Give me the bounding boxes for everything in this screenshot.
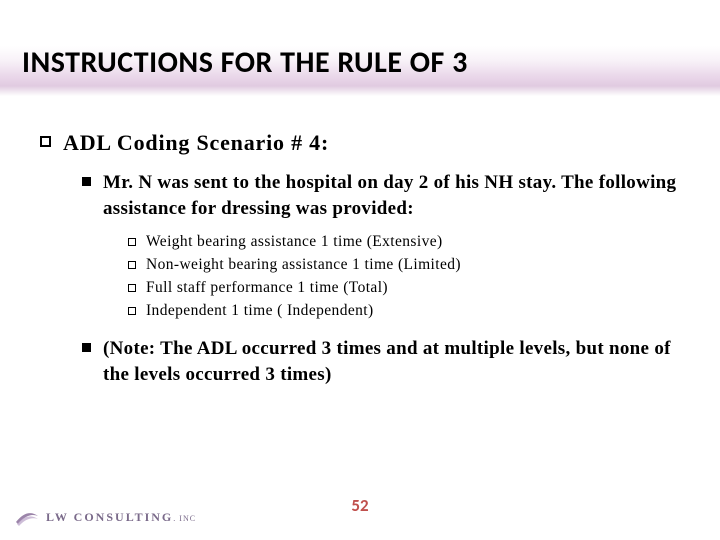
logo-swoosh-icon: [14, 504, 40, 530]
filled-square-bullet-icon: [82, 177, 91, 186]
detail-item: Independent 1 time ( Independent): [146, 302, 374, 320]
company-logo: LW CONSULTING. INC: [14, 504, 196, 530]
logo-company: LW CONSULTING: [46, 510, 173, 524]
note-text: (Note: The ADL occurred 3 times and at m…: [103, 336, 690, 387]
logo-suffix: . INC: [173, 514, 196, 523]
detail-item: Non-weight bearing assistance 1 time (Li…: [146, 256, 461, 274]
logo-text: LW CONSULTING. INC: [46, 510, 196, 525]
level3-group: Weight bearing assistance 1 time (Extens…: [128, 233, 690, 320]
level3-item: Non-weight bearing assistance 1 time (Li…: [128, 256, 690, 274]
detail-item: Weight bearing assistance 1 time (Extens…: [146, 233, 443, 251]
level2-group: Mr. N was sent to the hospital on day 2 …: [82, 170, 690, 388]
detail-item: Full staff performance 1 time (Total): [146, 279, 388, 297]
hollow-square-bullet-icon: [128, 261, 136, 269]
level3-item: Weight bearing assistance 1 time (Extens…: [128, 233, 690, 251]
slide: INSTRUCTIONS FOR THE RULE OF 3 ADL Codin…: [0, 0, 720, 540]
content-area: ADL Coding Scenario # 4: Mr. N was sent …: [40, 130, 690, 400]
intro-text: Mr. N was sent to the hospital on day 2 …: [103, 170, 690, 221]
slide-title: INSTRUCTIONS FOR THE RULE OF 3: [22, 44, 468, 81]
hollow-square-bullet-icon: [40, 136, 51, 147]
level3-item: Independent 1 time ( Independent): [128, 302, 690, 320]
level2-item: (Note: The ADL occurred 3 times and at m…: [82, 336, 690, 387]
level3-item: Full staff performance 1 time (Total): [128, 279, 690, 297]
hollow-square-bullet-icon: [128, 238, 136, 246]
level2-item: Mr. N was sent to the hospital on day 2 …: [82, 170, 690, 221]
filled-square-bullet-icon: [82, 343, 91, 352]
hollow-square-bullet-icon: [128, 307, 136, 315]
scenario-heading: ADL Coding Scenario # 4:: [63, 130, 329, 156]
hollow-square-bullet-icon: [128, 284, 136, 292]
level1-item: ADL Coding Scenario # 4:: [40, 130, 690, 156]
